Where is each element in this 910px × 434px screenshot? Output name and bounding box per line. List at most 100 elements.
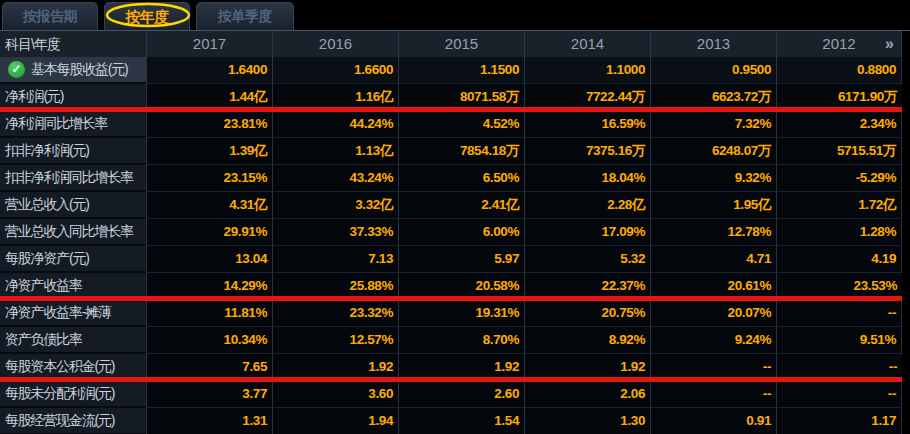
value-cell: 18.04%	[524, 165, 650, 192]
value-cell: 8.92%	[524, 327, 650, 354]
row-label-cell[interactable]: 每股净资产(元)	[0, 246, 146, 273]
year-header-2017[interactable]: 2017	[146, 31, 272, 57]
row-label: 基本每股收益(元)	[31, 61, 128, 79]
value-cell: 2.06	[524, 381, 650, 408]
year-header-2016[interactable]: 2016	[272, 31, 398, 57]
value-cell: 1.17	[776, 408, 902, 434]
year-label: 2012	[822, 35, 855, 52]
value-cell: 6248.07万	[650, 138, 776, 165]
value-cell: 12.78%	[650, 219, 776, 246]
value-cell: 1.6600	[272, 57, 398, 84]
corner-header-cell: 科目\年度	[0, 31, 146, 57]
table-row[interactable]: 每股资本公积金(元)7.651.921.921.92----	[0, 354, 902, 381]
row-label: 净资产收益率	[5, 277, 82, 295]
table-row[interactable]: 每股未分配利润(元)3.773.602.602.06----	[0, 381, 902, 408]
value-cell: 7854.18万	[398, 138, 524, 165]
value-cell: --	[776, 300, 902, 327]
row-label-cell[interactable]: ✓ 基本每股收益(元)	[0, 57, 146, 84]
row-label-cell[interactable]: 每股经营现金流(元)	[0, 408, 146, 434]
row-label: 净资产收益率-摊薄	[5, 304, 111, 322]
value-cell: 20.75%	[524, 300, 650, 327]
row-label-cell[interactable]: 每股未分配利润(元)	[0, 381, 146, 408]
value-cell: 7.13	[272, 246, 398, 273]
tab-by-year[interactable]: 按年度	[104, 2, 190, 30]
table-row[interactable]: 营业总收入(元)4.31亿3.32亿2.41亿2.28亿1.95亿1.72亿	[0, 192, 902, 219]
red-underline-marker	[0, 377, 902, 382]
row-label: 净利润同比增长率	[5, 115, 107, 133]
red-underline-marker	[0, 107, 902, 112]
value-cell: 10.34%	[146, 327, 272, 354]
row-label-cell[interactable]: 营业总收入(元)	[0, 192, 146, 219]
table-row[interactable]: 营业总收入同比增长率29.91%37.33%6.00%17.09%12.78%1…	[0, 219, 902, 246]
value-cell: 1.95亿	[650, 192, 776, 219]
table-row[interactable]: 每股经营现金流(元)1.311.941.541.300.911.17	[0, 408, 902, 434]
row-label-cell[interactable]: 扣非净利润同比增长率	[0, 165, 146, 192]
value-cell: --	[650, 381, 776, 408]
tab-label: 按单季度	[218, 8, 272, 24]
value-cell: 7375.16万	[524, 138, 650, 165]
value-cell: 5.32	[524, 246, 650, 273]
year-header-2012[interactable]: 2012 »	[776, 31, 902, 57]
row-label-cell[interactable]: 净利润同比增长率	[0, 111, 146, 138]
table-row[interactable]: 净利润(元)1.44亿1.16亿8071.58万7722.44万6623.72万…	[0, 84, 902, 111]
row-label-cell[interactable]: 资产负债比率	[0, 327, 146, 354]
financial-table: 科目\年度2017 2016 2015 2014 2013 2012 » ✓ 基本每股收益(元)…	[0, 31, 902, 434]
check-circle-icon: ✓	[8, 61, 25, 78]
value-cell: 6.00%	[398, 219, 524, 246]
year-label: 2015	[445, 35, 478, 52]
table-row[interactable]: 净利润同比增长率23.81%44.24%4.52%16.59%7.32%2.34…	[0, 111, 902, 138]
value-cell: 13.04	[146, 246, 272, 273]
value-cell: 1.39亿	[146, 138, 272, 165]
year-header-2014[interactable]: 2014	[524, 31, 650, 57]
table-row[interactable]: ✓基本每股收益(元)1.64001.66001.15001.10000.9500…	[0, 57, 902, 84]
more-columns-icon[interactable]: »	[885, 31, 894, 56]
value-cell: 3.77	[146, 381, 272, 408]
value-cell: 4.31亿	[146, 192, 272, 219]
value-cell: 17.09%	[524, 219, 650, 246]
value-cell: 1.28%	[776, 219, 902, 246]
year-header-2015[interactable]: 2015	[398, 31, 524, 57]
value-cell: 9.24%	[650, 327, 776, 354]
row-label-cell[interactable]: 净资产收益率-摊薄	[0, 300, 146, 327]
row-label: 营业总收入同比增长率	[5, 223, 133, 241]
year-label: 2014	[571, 35, 604, 52]
value-cell: 43.24%	[272, 165, 398, 192]
value-cell: -5.29%	[776, 165, 902, 192]
row-label: 每股未分配利润(元)	[5, 385, 114, 403]
year-label: 2016	[319, 35, 352, 52]
value-cell: 1.94	[272, 408, 398, 434]
table-row[interactable]: 扣非净利润同比增长率23.15%43.24%6.50%18.04%9.32%-5…	[0, 165, 902, 192]
value-cell: 2.41亿	[398, 192, 524, 219]
tab-label: 按年度	[125, 8, 169, 25]
table-row[interactable]: 每股净资产(元)13.047.135.975.324.714.19	[0, 246, 902, 273]
value-cell: 1.54	[398, 408, 524, 434]
row-label: 营业总收入(元)	[5, 196, 89, 214]
table-header-row: 科目\年度2017 2016 2015 2014 2013 2012 »	[0, 31, 902, 57]
table-row[interactable]: 净资产收益率-摊薄11.81%23.32%19.31%20.75%20.07%-…	[0, 300, 902, 327]
value-cell: 23.32%	[272, 300, 398, 327]
value-cell: 0.9500	[650, 57, 776, 84]
value-cell: 1.31	[146, 408, 272, 434]
value-cell: 1.1500	[398, 57, 524, 84]
value-cell: 7.32%	[650, 111, 776, 138]
value-cell: 20.07%	[650, 300, 776, 327]
tab-by-quarter[interactable]: 按单季度	[196, 2, 294, 30]
value-cell: 23.81%	[146, 111, 272, 138]
table-row[interactable]: 扣非净利润(元)1.39亿1.13亿7854.18万7375.16万6248.0…	[0, 138, 902, 165]
value-cell: 4.19	[776, 246, 902, 273]
value-cell: 1.13亿	[272, 138, 398, 165]
table-row[interactable]: 净资产收益率14.29%25.88%20.58%22.37%20.61%23.5…	[0, 273, 902, 300]
row-label-cell[interactable]: 扣非净利润(元)	[0, 138, 146, 165]
row-label-cell[interactable]: 营业总收入同比增长率	[0, 219, 146, 246]
value-cell: 11.81%	[146, 300, 272, 327]
value-cell: 12.57%	[272, 327, 398, 354]
row-label: 每股净资产(元)	[5, 250, 89, 268]
row-label: 扣非净利润同比增长率	[5, 169, 133, 187]
value-cell: 6.50%	[398, 165, 524, 192]
tab-by-report-period[interactable]: 按报告期	[2, 2, 98, 30]
value-cell: 3.32亿	[272, 192, 398, 219]
year-header-2013[interactable]: 2013	[650, 31, 776, 57]
table-row[interactable]: 资产负债比率10.34%12.57%8.70%8.92%9.24%9.51%	[0, 327, 902, 354]
tab-bar: 按报告期 按年度 按单季度	[0, 0, 910, 30]
value-cell: 9.32%	[650, 165, 776, 192]
